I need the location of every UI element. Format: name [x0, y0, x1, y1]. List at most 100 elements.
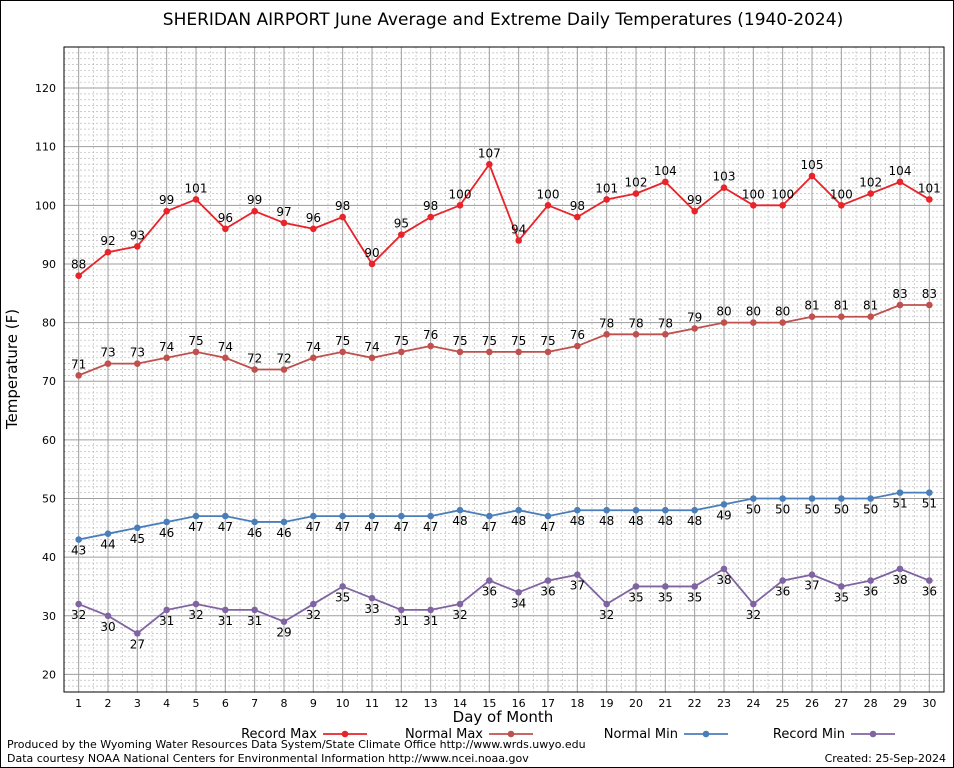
data-point	[808, 571, 816, 579]
data-point	[632, 583, 640, 590]
data-point	[192, 512, 200, 520]
plot-frame	[63, 46, 945, 693]
data-point	[662, 178, 669, 186]
data-point	[574, 506, 581, 514]
data-label: 80	[716, 305, 731, 319]
data-label: 31	[159, 614, 174, 628]
data-label: 99	[687, 193, 702, 207]
x-tick-label: 18	[570, 697, 584, 710]
series: 88 92 93 99 101 96 99 97 96 98 90 95 98 100 107 94 100 98…	[71, 146, 941, 651]
data-point	[427, 213, 434, 221]
data-label: 72	[247, 352, 262, 366]
data-point	[515, 237, 522, 244]
data-point	[779, 495, 786, 502]
x-tick-label: 12	[394, 697, 408, 710]
data-point	[779, 577, 786, 584]
data-label: 44	[100, 538, 115, 552]
data-point	[368, 260, 376, 268]
data-label: 37	[570, 579, 585, 593]
data-label: 101	[595, 181, 618, 195]
data-label: 50	[834, 503, 849, 517]
data-label: 100	[537, 187, 560, 201]
data-label: 98	[335, 199, 350, 213]
data-point	[310, 354, 317, 362]
data-label: 32	[746, 608, 761, 622]
data-point	[368, 354, 376, 362]
data-label: 49	[716, 508, 731, 522]
data-point	[251, 207, 258, 215]
y-axis: 20 30 40 50 60 70 80 90 100 110 120	[35, 82, 56, 681]
data-label: 88	[71, 258, 86, 272]
data-label: 46	[159, 526, 174, 540]
data-point	[896, 565, 904, 573]
data-label: 81	[834, 299, 849, 313]
data-point	[398, 231, 405, 238]
x-tick-label: 25	[776, 697, 790, 710]
legend-swatch-marker	[702, 730, 710, 738]
data-point	[163, 207, 170, 215]
data-label: 78	[599, 316, 614, 330]
data-point	[544, 202, 552, 209]
data-label: 102	[625, 176, 648, 190]
data-label: 29	[276, 626, 291, 640]
data-point	[104, 360, 112, 367]
data-label: 76	[423, 328, 438, 342]
data-point	[896, 489, 904, 496]
data-point	[486, 512, 493, 520]
data-point	[867, 495, 874, 502]
data-point	[750, 600, 757, 608]
data-point	[163, 518, 170, 526]
data-label: 74	[159, 340, 174, 354]
x-tick-label: 27	[834, 697, 848, 710]
data-label: 78	[628, 316, 643, 330]
data-label: 104	[889, 164, 912, 178]
data-label: 100	[742, 187, 765, 201]
data-label: 47	[364, 520, 379, 534]
data-label: 50	[863, 503, 878, 517]
data-label: 73	[100, 346, 115, 360]
data-label: 75	[540, 334, 555, 348]
data-point	[163, 354, 170, 362]
data-label: 99	[159, 193, 174, 207]
data-point	[750, 202, 757, 209]
data-label: 48	[687, 514, 702, 528]
data-label: 35	[658, 590, 673, 604]
series-line	[78, 567, 930, 635]
data-point	[310, 600, 317, 608]
y-tick-label: 90	[42, 258, 56, 271]
data-point	[603, 196, 610, 203]
data-label: 32	[599, 608, 614, 622]
data-label: 33	[364, 602, 379, 616]
data-label: 47	[188, 520, 203, 534]
x-tick-label: 28	[864, 697, 878, 710]
y-tick-label: 50	[42, 493, 56, 506]
data-label: 74	[218, 340, 233, 354]
data-label: 51	[922, 497, 937, 511]
data-label: 47	[218, 520, 233, 534]
data-point	[339, 583, 346, 590]
data-point	[662, 331, 669, 338]
legend-label: Normal Min	[604, 727, 678, 742]
data-point	[104, 530, 112, 537]
data-point	[310, 225, 317, 233]
x-tick-label: 11	[365, 697, 379, 710]
x-tick-label: 22	[688, 697, 702, 710]
x-tick-label: 17	[541, 697, 555, 710]
data-point	[368, 594, 376, 602]
data-label: 32	[71, 608, 86, 622]
data-label: 47	[482, 520, 497, 534]
data-point	[691, 583, 698, 590]
data-label: 31	[247, 614, 262, 628]
data-label: 36	[482, 585, 497, 599]
data-point	[838, 202, 845, 209]
credit-line-1: Produced by the Wyoming Water Resources …	[7, 738, 586, 751]
data-point	[691, 325, 698, 332]
y-tick-label: 100	[35, 199, 56, 212]
data-point	[926, 577, 933, 584]
x-tick-label: 19	[600, 697, 614, 710]
data-point	[134, 243, 141, 250]
data-point	[280, 366, 288, 373]
data-label: 48	[658, 514, 673, 528]
